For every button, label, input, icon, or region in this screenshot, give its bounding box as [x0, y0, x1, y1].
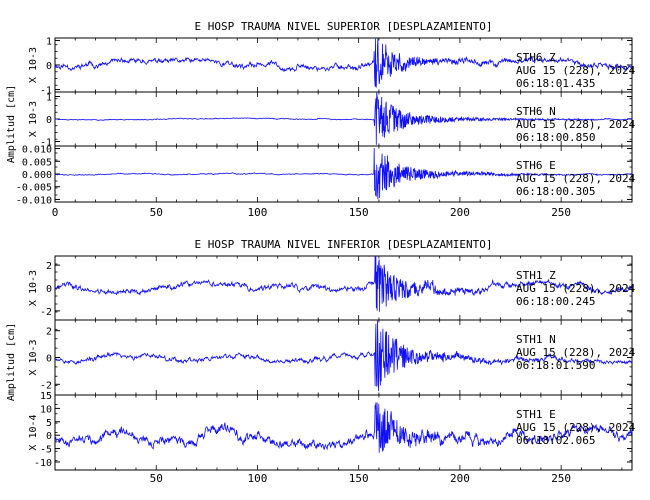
chart-title: E HOSP TRAUMA NIVEL SUPERIOR [DESPLAZAMI… — [194, 20, 492, 33]
y-tick-label: 0 — [46, 61, 52, 72]
date-label: AUG 15 (228), 2024 — [516, 282, 636, 295]
x-tick-label: 50 — [150, 206, 163, 219]
time-label: 06:18:01.590 — [516, 359, 595, 372]
y-tick-label: 2 — [46, 261, 52, 272]
station-label: STH1 Z — [516, 269, 556, 282]
y-tick-label: -5 — [40, 445, 52, 456]
date-label: AUG 15 (228), 2024 — [516, 421, 636, 434]
y-tick-label: -1 — [40, 138, 52, 149]
y-tick-label: 5 — [46, 418, 52, 429]
y-tick-label: 0 — [46, 431, 52, 442]
y-tick-label: 0.000 — [22, 170, 52, 181]
date-label: AUG 15 (228), 2024 — [516, 346, 636, 359]
x-tick-label: 100 — [248, 472, 268, 485]
x-tick-label: 50 — [150, 472, 163, 485]
station-label: STH6 E — [516, 159, 556, 172]
y-tick-label: -10 — [34, 458, 52, 469]
waveform-trace — [54, 402, 633, 453]
x-tick-label: 200 — [450, 472, 470, 485]
x-tick-label: 150 — [349, 206, 369, 219]
y-tick-label: 0 — [46, 115, 52, 126]
waveform-trace — [54, 147, 633, 200]
chart-title: E HOSP TRAUMA NIVEL INFERIOR [DESPLAZAMI… — [194, 238, 492, 251]
time-label: 06:18:01.435 — [516, 77, 595, 90]
y-tick-label: 2 — [46, 327, 52, 338]
x-tick-label: 250 — [551, 206, 571, 219]
scale-label: X 10-3 — [28, 270, 39, 306]
date-label: AUG 15 (228), 2024 — [516, 64, 636, 77]
y-tick-label: 0 — [46, 284, 52, 295]
y-tick-label: -0.005 — [16, 183, 52, 194]
y-tick-label: 1 — [46, 36, 52, 47]
waveform-trace — [55, 319, 633, 392]
station-label: STH6 N — [516, 105, 556, 118]
y-axis-label: Amplitud [cm] — [6, 323, 17, 401]
x-tick-label: 200 — [450, 206, 470, 219]
waveform-trace — [54, 255, 633, 312]
waveform-trace — [54, 37, 633, 88]
y-tick-label: 15 — [40, 391, 52, 402]
station-label: STH1 N — [516, 333, 556, 346]
y-tick-label: 10 — [40, 404, 52, 415]
time-label: 06:18:00.245 — [516, 295, 595, 308]
x-tick-label: 250 — [551, 472, 571, 485]
time-label: 06:18:02.065 — [516, 434, 595, 447]
station-label: STH1 E — [516, 408, 556, 421]
time-label: 06:18:00.305 — [516, 185, 595, 198]
date-label: AUG 15 (228), 2024 — [516, 118, 636, 131]
y-axis-label: Amplitud [cm] — [6, 85, 17, 163]
y-tick-label: -1 — [40, 86, 52, 97]
y-tick-label: 1 — [46, 93, 52, 104]
time-label: 06:18:00.850 — [516, 131, 595, 144]
y-tick-label: 0.005 — [22, 157, 52, 168]
station-label: STH6 Z — [516, 51, 556, 64]
y-tick-label: -0.010 — [16, 195, 52, 206]
x-tick-label: 150 — [349, 472, 369, 485]
x-tick-label: 100 — [248, 206, 268, 219]
scale-label: X 10-3 — [28, 339, 39, 375]
waveform-trace — [54, 91, 633, 145]
x-tick-label: 0 — [52, 206, 59, 219]
y-tick-label: 0 — [46, 354, 52, 365]
scale-label: X 10-3 — [28, 101, 39, 137]
date-label: AUG 15 (228), 2024 — [516, 172, 636, 185]
y-tick-label: -2 — [40, 380, 52, 391]
scale-label: X 10-3 — [28, 47, 39, 83]
y-tick-label: 0.010 — [22, 145, 52, 156]
scale-label: X 10-4 — [28, 414, 39, 450]
y-tick-label: -2 — [40, 307, 52, 318]
